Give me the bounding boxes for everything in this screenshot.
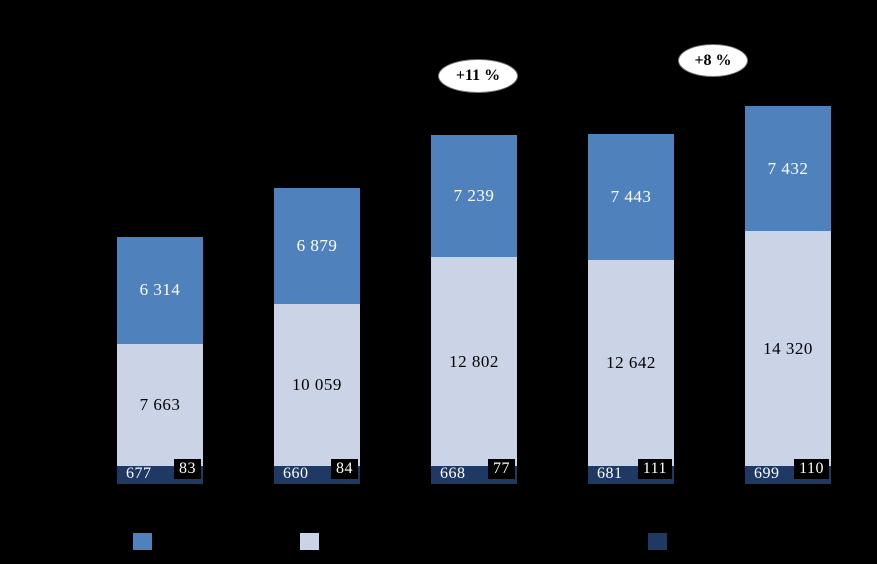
segment-value-label: 7 432 xyxy=(767,158,809,178)
segment-value-label: 7 239 xyxy=(453,186,495,206)
growth-annotation: +11 % xyxy=(438,59,518,93)
segment-value-label: 7 663 xyxy=(139,394,181,414)
legend-swatch xyxy=(300,533,319,550)
segment-value-label: 7 443 xyxy=(610,187,652,207)
growth-annotation: +8 % xyxy=(678,44,748,77)
segment-value-label: 668 xyxy=(440,465,466,482)
callout-value: 83 xyxy=(174,459,201,479)
bar-segment-top: 7 432 xyxy=(745,106,831,232)
bar-segment-middle: 12 642 xyxy=(588,259,674,466)
bar-segment-top: 7 443 xyxy=(588,134,674,260)
legend-item xyxy=(300,533,319,550)
bar-segment-middle: 10 059 xyxy=(274,303,360,466)
callout-value: 111 xyxy=(637,459,672,479)
bar-segment-top: 6 314 xyxy=(117,237,203,344)
segment-value-label: 6 314 xyxy=(139,280,181,300)
bar: 6 879 10 059 660 84 xyxy=(274,187,360,484)
segment-value-label: 681 xyxy=(597,464,623,482)
legend-swatch xyxy=(648,533,667,550)
bar-segment-middle: 7 663 xyxy=(117,343,203,466)
segment-value-label: 12 642 xyxy=(606,352,656,372)
callout-value: 84 xyxy=(331,459,358,479)
legend-item xyxy=(648,533,667,550)
callout-value: 77 xyxy=(488,459,515,479)
bar: 7 432 14 320 699 110 xyxy=(745,106,831,484)
segment-value-label: 6 879 xyxy=(296,235,338,255)
bar: 7 239 12 802 668 77 xyxy=(431,135,517,484)
legend xyxy=(0,533,877,553)
bar-segment-middle: 14 320 xyxy=(745,231,831,466)
bar: 7 443 12 642 681 111 xyxy=(588,134,674,484)
legend-swatch xyxy=(133,533,152,550)
segment-value-label: 677 xyxy=(126,464,152,482)
segment-value-label: 699 xyxy=(754,465,780,482)
segment-value-label: 12 802 xyxy=(449,351,499,371)
segment-value-label: 14 320 xyxy=(763,338,813,358)
legend-item xyxy=(133,533,152,550)
segment-value-label: 10 059 xyxy=(292,374,342,394)
bar: 6 314 7 663 677 83 xyxy=(117,237,203,484)
bar-segment-middle: 12 802 xyxy=(431,257,517,466)
bar-segment-top: 6 879 xyxy=(274,187,360,304)
segment-value-label: 660 xyxy=(283,465,309,482)
callout-value: 110 xyxy=(794,459,829,479)
bar-segment-top: 7 239 xyxy=(431,135,517,258)
